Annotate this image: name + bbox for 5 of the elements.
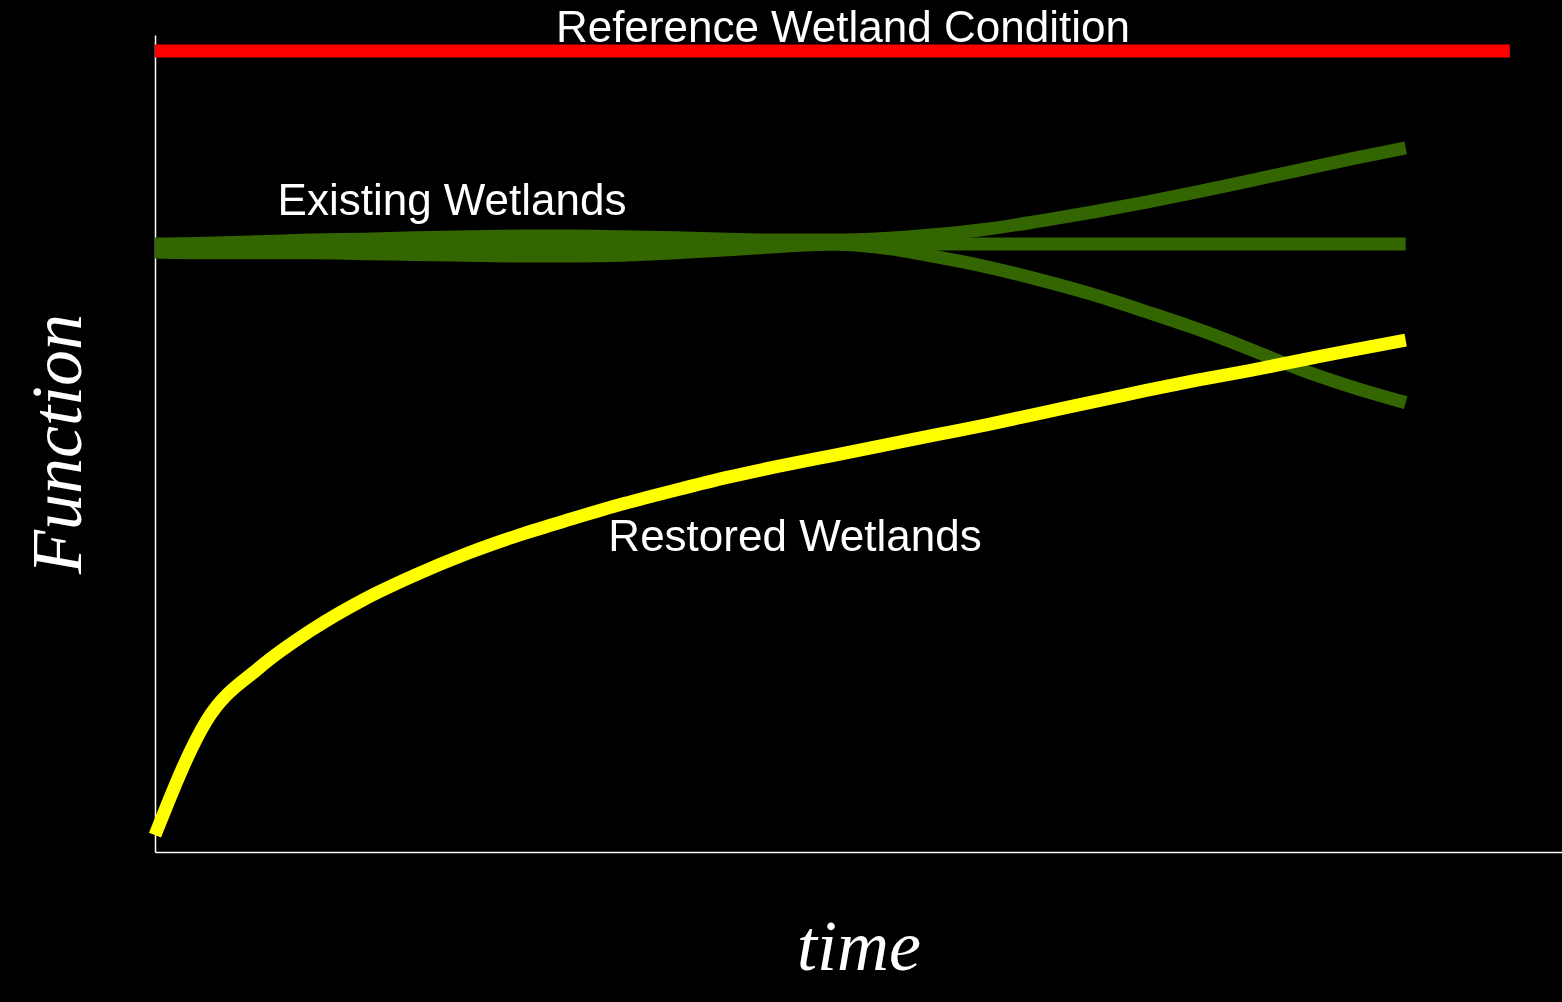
x-axis-title: time <box>797 905 921 986</box>
series-label: Restored Wetlands <box>608 510 982 560</box>
series-label: Reference Wetland Condition <box>555 2 1130 52</box>
y-axis-title: Function <box>16 314 97 575</box>
series-label: Existing Wetlands <box>277 175 627 225</box>
